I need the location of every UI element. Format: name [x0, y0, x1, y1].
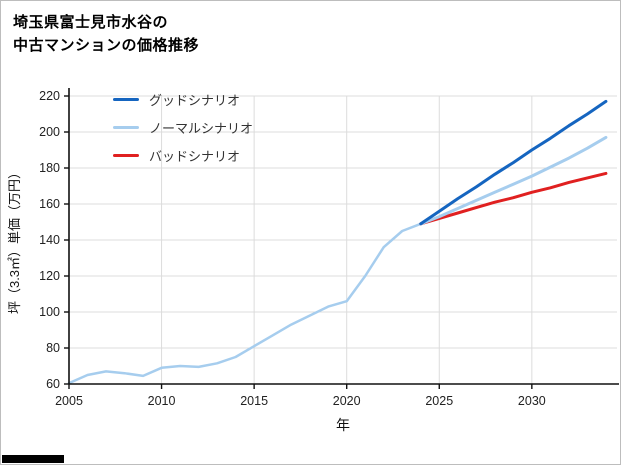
legend-label-good: グッドシナリオ — [149, 92, 241, 108]
svg-text:140: 140 — [39, 233, 60, 247]
legend-swatch-good — [113, 97, 139, 101]
svg-text:2015: 2015 — [240, 394, 268, 408]
svg-text:100: 100 — [39, 305, 60, 319]
svg-text:2010: 2010 — [148, 394, 176, 408]
chart-title-line2: 中古マンションの価格推移 — [13, 37, 200, 55]
svg-text:60: 60 — [46, 377, 60, 391]
svg-text:2025: 2025 — [425, 394, 453, 408]
legend-item-good[interactable]: グッドシナリオ — [113, 89, 253, 109]
legend-swatch-bad — [113, 153, 139, 157]
svg-text:120: 120 — [39, 269, 60, 283]
legend-label-bad: バッドシナリオ — [149, 148, 241, 164]
chart-title: 埼玉県富士見市水谷の 中古マンションの価格推移 — [13, 11, 199, 58]
svg-text:2030: 2030 — [518, 394, 546, 408]
svg-text:坪（3.3㎡）単価（万円）: 坪（3.3㎡）単価（万円） — [7, 166, 22, 314]
svg-text:180: 180 — [39, 161, 60, 175]
svg-text:80: 80 — [46, 341, 60, 355]
chart-legend: グッドシナリオ ノーマルシナリオ バッドシナリオ — [113, 89, 253, 165]
legend-label-normal: ノーマルシナリオ — [149, 120, 254, 136]
svg-text:200: 200 — [39, 125, 60, 139]
bottom-left-black-bar — [2, 455, 64, 463]
legend-swatch-normal — [113, 125, 139, 129]
svg-text:年: 年 — [336, 417, 350, 433]
legend-item-normal[interactable]: ノーマルシナリオ — [113, 117, 253, 137]
svg-text:160: 160 — [39, 197, 60, 211]
svg-text:2020: 2020 — [333, 394, 361, 408]
svg-text:2005: 2005 — [55, 394, 83, 408]
chart-title-line1: 埼玉県富士見市水谷の — [13, 14, 169, 31]
svg-text:220: 220 — [39, 89, 60, 103]
legend-item-bad[interactable]: バッドシナリオ — [113, 145, 253, 165]
